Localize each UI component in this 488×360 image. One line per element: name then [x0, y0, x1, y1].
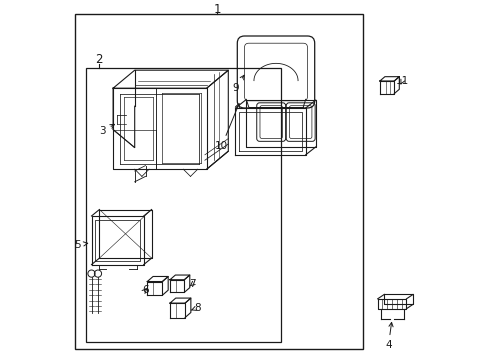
Text: 3: 3 — [99, 124, 114, 136]
Bar — [75, 14, 363, 349]
Text: 5: 5 — [74, 240, 87, 250]
Text: 10: 10 — [215, 104, 239, 151]
Text: 7: 7 — [188, 279, 195, 289]
Text: 6: 6 — [142, 285, 149, 295]
Text: 2: 2 — [95, 53, 102, 66]
Bar — [86, 68, 280, 342]
Text: 1: 1 — [213, 3, 221, 15]
Text: 4: 4 — [385, 323, 392, 350]
Text: 9: 9 — [232, 75, 244, 93]
Text: 8: 8 — [191, 303, 200, 313]
Text: 11: 11 — [395, 76, 408, 86]
